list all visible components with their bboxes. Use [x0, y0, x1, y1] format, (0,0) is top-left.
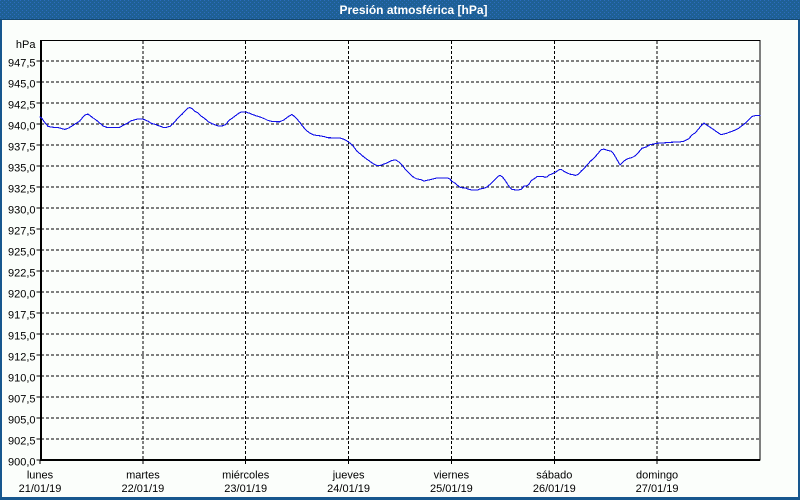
svg-text:hPa: hPa — [16, 39, 36, 51]
svg-text:912,5: 912,5 — [8, 352, 36, 364]
svg-text:jueves: jueves — [332, 470, 365, 482]
svg-text:miércoles: miércoles — [222, 470, 270, 482]
svg-text:917,5: 917,5 — [8, 310, 36, 322]
svg-text:902,5: 902,5 — [8, 436, 36, 448]
svg-text:viernes: viernes — [434, 470, 470, 482]
svg-text:937,5: 937,5 — [8, 142, 36, 154]
svg-text:lunes: lunes — [27, 470, 54, 482]
svg-text:947,5: 947,5 — [8, 58, 36, 70]
svg-text:907,5: 907,5 — [8, 394, 36, 406]
svg-text:905,0: 905,0 — [8, 415, 36, 427]
svg-text:23/01/19: 23/01/19 — [224, 483, 267, 495]
svg-text:915,0: 915,0 — [8, 331, 36, 343]
svg-text:900,0: 900,0 — [8, 457, 36, 469]
svg-text:domingo: domingo — [636, 470, 678, 482]
svg-text:927,5: 927,5 — [8, 226, 36, 238]
svg-text:942,5: 942,5 — [8, 100, 36, 112]
svg-text:922,5: 922,5 — [8, 268, 36, 280]
svg-text:925,0: 925,0 — [8, 247, 36, 259]
svg-text:932,5: 932,5 — [8, 184, 36, 196]
svg-text:940,0: 940,0 — [8, 121, 36, 133]
svg-text:935,0: 935,0 — [8, 163, 36, 175]
svg-text:920,0: 920,0 — [8, 289, 36, 301]
svg-text:25/01/19: 25/01/19 — [430, 483, 473, 495]
svg-text:21/01/19: 21/01/19 — [19, 483, 62, 495]
svg-text:27/01/19: 27/01/19 — [636, 483, 679, 495]
svg-text:sábado: sábado — [536, 470, 572, 482]
svg-text:930,0: 930,0 — [8, 205, 36, 217]
svg-text:26/01/19: 26/01/19 — [533, 483, 576, 495]
svg-text:24/01/19: 24/01/19 — [327, 483, 370, 495]
svg-text:945,0: 945,0 — [8, 79, 36, 91]
svg-text:martes: martes — [126, 470, 160, 482]
svg-text:22/01/19: 22/01/19 — [121, 483, 164, 495]
svg-text:910,0: 910,0 — [8, 373, 36, 385]
